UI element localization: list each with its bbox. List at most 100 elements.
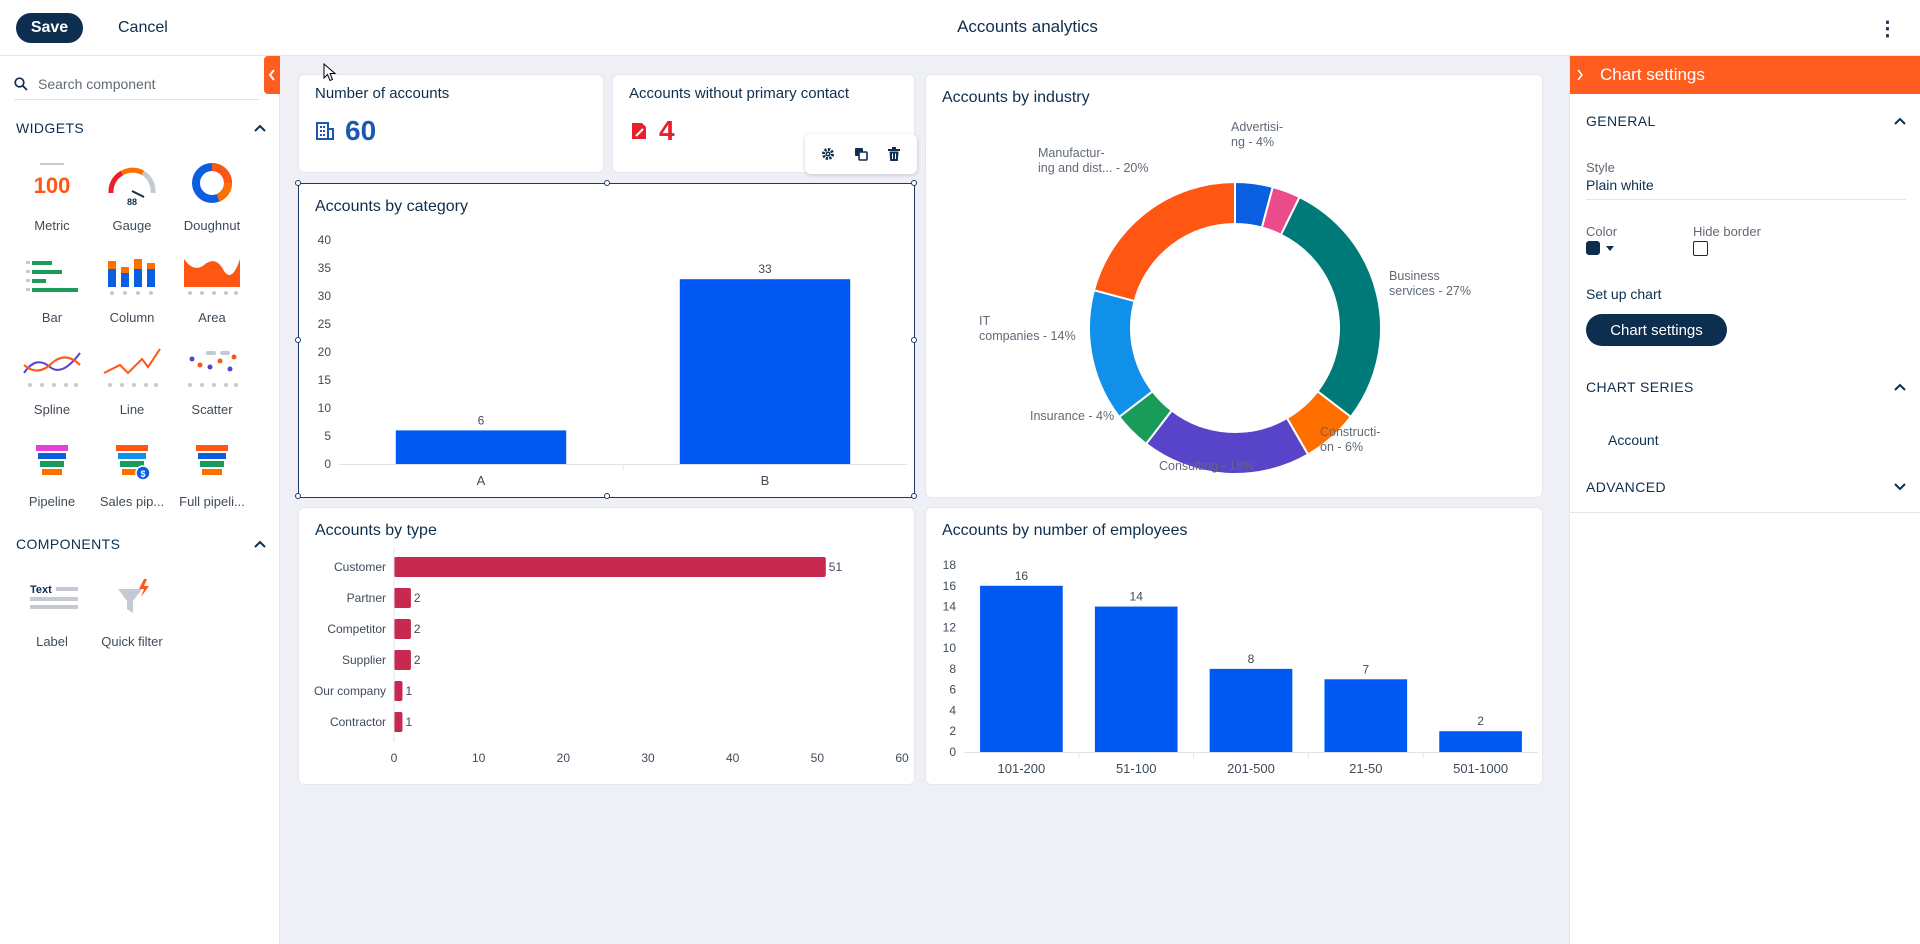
trash-icon[interactable] <box>882 142 906 166</box>
components-section-header[interactable]: COMPONENTS <box>16 536 266 552</box>
data-label: 2 <box>414 591 421 605</box>
gear-icon[interactable] <box>816 142 840 166</box>
widget-label: Gauge <box>112 218 152 233</box>
widget-label: Sales pip... <box>99 494 165 509</box>
resize-handle[interactable] <box>911 180 917 186</box>
line-chart-icon <box>101 340 163 396</box>
resize-handle[interactable] <box>295 337 301 343</box>
x-tick-label: 51-100 <box>1116 761 1156 776</box>
widget-label: Line <box>119 402 145 417</box>
widget-bar[interactable]: Bar <box>12 248 92 340</box>
style-label: Style <box>1586 160 1615 175</box>
y-tick-label: 14 <box>943 600 957 614</box>
widget-doughnut[interactable]: Doughnut <box>172 156 252 248</box>
metric-card-accounts-without-primary-contact[interactable]: Accounts without primary contact 4 <box>612 74 915 173</box>
resize-handle[interactable] <box>604 493 610 499</box>
slice-label: Advertisi- <box>1231 120 1283 134</box>
chart-card-accounts-by-category[interactable]: Accounts by category 0 5 10 15 20 25 30 35 40 6 A 3… <box>295 180 917 499</box>
color-picker[interactable] <box>1586 241 1614 255</box>
set-up-chart-label: Set up chart <box>1586 286 1662 302</box>
top-bar: Save Cancel Accounts analytics ⋮ <box>0 0 1920 56</box>
resize-handle[interactable] <box>911 493 917 499</box>
widget-label: Metric <box>34 218 70 233</box>
widget-spline[interactable]: Spline <box>12 340 92 432</box>
more-options-icon[interactable]: ⋮ <box>1877 17 1899 40</box>
slice-label: services - 27% <box>1389 284 1471 298</box>
components-grid: Text Label Quick filter <box>12 572 272 664</box>
bar <box>1209 668 1293 752</box>
page-title: Accounts analytics <box>957 17 1098 36</box>
data-label: 16 <box>1015 569 1029 583</box>
svg-text:Text: Text <box>30 584 52 596</box>
save-button[interactable]: Save <box>16 13 83 43</box>
resize-handle[interactable] <box>604 180 610 186</box>
widget-label: Label <box>36 634 68 649</box>
series-item-account[interactable]: Account <box>1608 432 1659 448</box>
chart-settings-header[interactable]: Chart settings <box>1570 56 1920 94</box>
y-tick-label: 10 <box>318 401 332 415</box>
widget-pipeline[interactable]: Pipeline <box>12 432 92 524</box>
bar <box>1439 731 1522 752</box>
widget-full-pipeline[interactable]: Full pipeli... <box>172 432 252 524</box>
style-select[interactable]: Plain white <box>1586 177 1906 200</box>
color-label: Color <box>1586 224 1618 239</box>
svg-text:88: 88 <box>127 197 137 207</box>
metric-card-number-of-accounts[interactable]: Number of accounts 60 <box>298 74 604 173</box>
y-tick-label: 10 <box>943 641 957 655</box>
chart-settings-button[interactable]: Chart settings <box>1586 314 1727 346</box>
y-tick-label: Customer <box>334 560 386 574</box>
y-tick-label: 25 <box>318 317 332 331</box>
search-input[interactable] <box>38 75 238 92</box>
widget-area[interactable]: Area <box>172 248 252 340</box>
component-label[interactable]: Text Label <box>12 572 92 664</box>
resize-handle[interactable] <box>911 337 917 343</box>
widget-sales-pipeline[interactable]: $ Sales pip... <box>92 432 172 524</box>
accounts-by-type-chart: Customer 51 Partner 2 Competitor 2 Supplier 2 Ou… <box>314 547 909 765</box>
svg-text:$: $ <box>140 469 145 479</box>
y-tick-label: 2 <box>949 724 956 738</box>
y-tick-label: 30 <box>318 289 332 303</box>
y-tick-label: 35 <box>318 261 332 275</box>
resize-handle[interactable] <box>295 493 301 499</box>
y-tick-label: 8 <box>949 662 956 676</box>
slice-label: ng - 4% <box>1231 135 1274 149</box>
copy-icon[interactable] <box>849 142 873 166</box>
bar <box>394 650 411 670</box>
widget-gauge[interactable]: 88 Gauge <box>92 156 172 248</box>
bar <box>1324 679 1408 752</box>
y-tick-label: Competitor <box>327 622 386 636</box>
resize-handle[interactable] <box>295 180 301 186</box>
data-label: 51 <box>829 560 843 574</box>
slice-label: on - 6% <box>1320 440 1363 454</box>
general-section-header[interactable]: GENERAL <box>1586 112 1906 130</box>
chart-card-accounts-by-industry[interactable]: Accounts by industry Advertisi-ng - 4% Bu… <box>925 74 1543 498</box>
chart-series-section-header[interactable]: CHART SERIES <box>1586 378 1906 396</box>
x-tick-label: 30 <box>641 751 655 765</box>
slice-label: Manufactur- <box>1038 146 1105 160</box>
bar <box>980 585 1063 752</box>
hide-border-checkbox[interactable] <box>1693 241 1708 256</box>
widget-grid: 100 Metric 88 Gauge Doughnut Bar <box>12 156 272 524</box>
x-tick-label: B <box>761 473 770 488</box>
data-label: 1 <box>405 684 412 698</box>
chevron-right-icon[interactable] <box>1572 56 1588 94</box>
widget-column[interactable]: Column <box>92 248 172 340</box>
collapse-panel-button[interactable] <box>264 56 280 94</box>
building-icon <box>316 122 334 140</box>
area-chart-icon <box>181 248 243 304</box>
chart-card-accounts-by-type[interactable]: Accounts by type Customer 51 Partner 2 Compe… <box>298 507 915 785</box>
cancel-button[interactable]: Cancel <box>110 13 176 43</box>
gauge-icon: 88 <box>101 156 163 212</box>
widget-scatter[interactable]: Scatter <box>172 340 252 432</box>
x-tick-label: 501-1000 <box>1453 761 1508 776</box>
chart-settings-panel: Chart settings GENERAL Style Plain white… <box>1569 56 1920 944</box>
advanced-section-header[interactable]: ADVANCED <box>1586 478 1906 496</box>
chart-card-accounts-by-number-of-employees[interactable]: Accounts by number of employees 0 2 4 6 8 10 1… <box>925 507 1543 785</box>
bar <box>394 681 403 701</box>
y-tick-label: Our company <box>314 684 386 698</box>
chevron-up-icon <box>1894 117 1906 125</box>
widgets-section-header[interactable]: WIDGETS <box>16 120 266 136</box>
widget-metric[interactable]: 100 Metric <box>12 156 92 248</box>
component-quick-filter[interactable]: Quick filter <box>92 572 172 664</box>
widget-line[interactable]: Line <box>92 340 172 432</box>
